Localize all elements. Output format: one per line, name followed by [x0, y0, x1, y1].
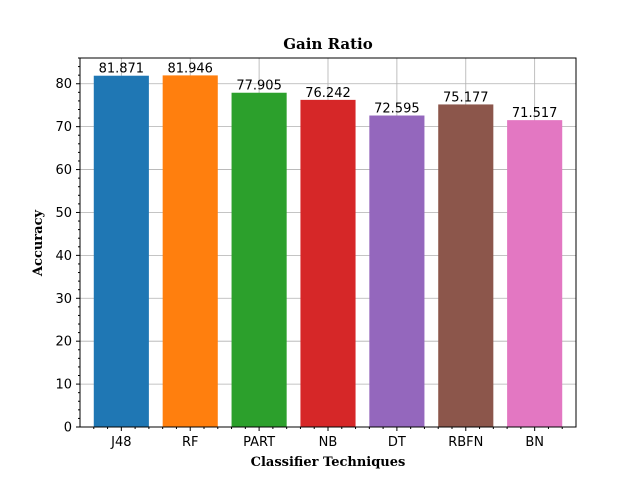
data-label-j48: 81.871: [99, 62, 145, 77]
x-tick-label: DT: [388, 435, 406, 450]
chart-title: Gain Ratio: [283, 35, 373, 53]
data-label-rf: 81.946: [167, 61, 213, 76]
x-tick-label: BN: [525, 435, 544, 450]
x-tick-label: PART: [243, 435, 275, 450]
y-tick-label: 20: [55, 335, 72, 350]
y-tick-label: 50: [55, 206, 72, 221]
data-label-bn: 71.517: [512, 106, 558, 121]
data-label-part: 77.905: [236, 79, 282, 94]
x-tick-label: NB: [319, 435, 338, 450]
bar-j48: [93, 75, 149, 427]
data-label-dt: 72.595: [374, 102, 420, 117]
y-tick-label: 30: [55, 292, 72, 307]
x-axis: J48 RF PART NB DT RBFN BN: [93, 427, 563, 450]
x-tick-label: RBFN: [448, 435, 483, 450]
x-tick-label: J48: [110, 435, 131, 450]
y-axis: 0 10 20 30 40 50 60 70 80: [55, 57, 80, 436]
bar-dt: [369, 115, 425, 428]
bar-bn: [507, 120, 563, 427]
bar-nb: [300, 99, 356, 428]
y-tick-label: 80: [55, 77, 72, 92]
bar-part: [231, 92, 287, 427]
x-tick-label: RF: [182, 435, 199, 450]
bar-rf: [162, 75, 218, 428]
y-axis-label: Accuracy: [31, 210, 46, 278]
y-tick-label: 60: [55, 163, 72, 178]
data-labels: 81.871 81.946 77.905 76.242 72.595 75.177 71.5…: [99, 61, 558, 121]
y-tick-label: 40: [55, 249, 72, 264]
y-tick-label: 70: [55, 120, 72, 135]
bar-rbfn: [438, 104, 494, 427]
y-tick-label: 0: [64, 421, 72, 436]
data-label-nb: 76.242: [305, 86, 351, 101]
data-label-rbfn: 75.177: [443, 90, 489, 105]
bars: [93, 75, 563, 428]
x-axis-label: Classifier Techniques: [251, 455, 406, 470]
y-tick-label: 10: [55, 378, 72, 393]
